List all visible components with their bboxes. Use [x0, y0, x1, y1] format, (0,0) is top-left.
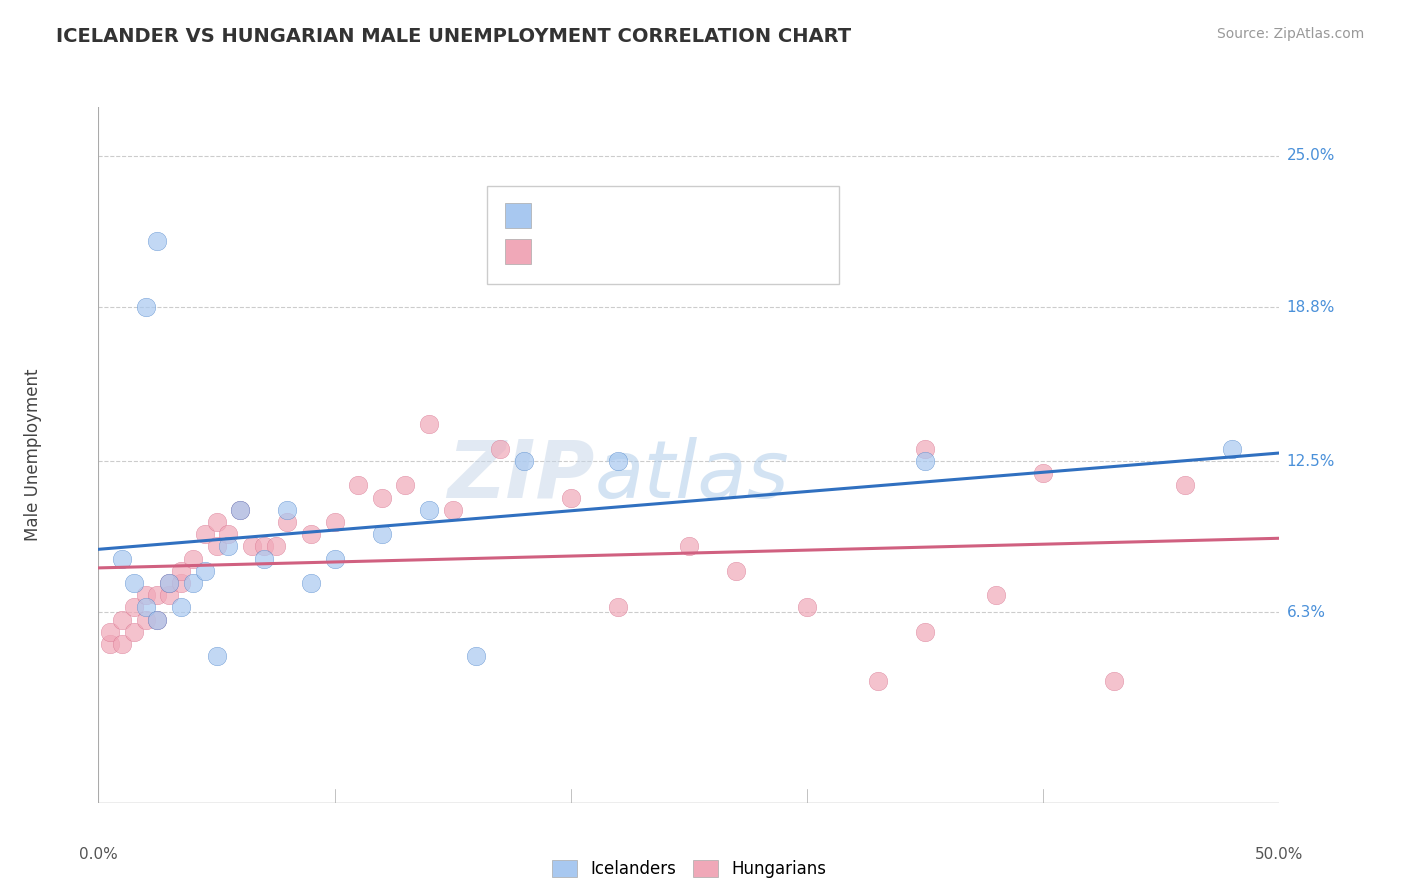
- Point: [157, 576, 180, 591]
- Point: [111, 551, 134, 566]
- Point: [194, 527, 217, 541]
- Point: [347, 478, 370, 492]
- Point: [276, 515, 298, 529]
- Point: [299, 527, 322, 541]
- Point: [205, 540, 228, 554]
- Point: [229, 503, 252, 517]
- Point: [371, 527, 394, 541]
- Text: 6.3%: 6.3%: [1286, 605, 1326, 620]
- Point: [678, 540, 700, 554]
- Text: ZIP: ZIP: [447, 437, 595, 515]
- Point: [1174, 478, 1197, 492]
- Point: [205, 515, 228, 529]
- Point: [135, 300, 157, 314]
- Point: [1220, 442, 1243, 456]
- Point: [122, 576, 145, 591]
- Point: [607, 600, 630, 615]
- Point: [205, 649, 228, 664]
- Point: [914, 454, 936, 468]
- Point: [111, 613, 134, 627]
- Point: [253, 540, 276, 554]
- Legend: Icelanders, Hungarians: Icelanders, Hungarians: [546, 854, 832, 885]
- Point: [181, 576, 204, 591]
- Point: [135, 588, 157, 602]
- Point: [122, 624, 145, 639]
- Point: [146, 613, 169, 627]
- Point: [146, 613, 169, 627]
- Text: 50.0%: 50.0%: [1256, 847, 1303, 862]
- Point: [512, 454, 534, 468]
- Text: N =: N =: [655, 243, 693, 260]
- Point: [465, 649, 488, 664]
- Text: 24: 24: [693, 207, 717, 225]
- Point: [157, 576, 180, 591]
- Point: [98, 637, 121, 651]
- Point: [725, 564, 748, 578]
- Point: [170, 600, 193, 615]
- Text: 18.8%: 18.8%: [1286, 300, 1334, 315]
- Point: [323, 515, 346, 529]
- Point: [264, 540, 287, 554]
- Point: [866, 673, 889, 688]
- Point: [194, 564, 217, 578]
- Point: [240, 540, 263, 554]
- Text: 0.0%: 0.0%: [79, 847, 118, 862]
- Text: 12.5%: 12.5%: [1286, 453, 1334, 468]
- Text: 0.217: 0.217: [578, 207, 631, 225]
- Point: [217, 540, 239, 554]
- Point: [135, 613, 157, 627]
- Text: ICELANDER VS HUNGARIAN MALE UNEMPLOYMENT CORRELATION CHART: ICELANDER VS HUNGARIAN MALE UNEMPLOYMENT…: [56, 27, 852, 45]
- Text: atlas: atlas: [595, 437, 789, 515]
- Point: [418, 503, 440, 517]
- Point: [1032, 467, 1054, 481]
- Text: Source: ZipAtlas.com: Source: ZipAtlas.com: [1216, 27, 1364, 41]
- Point: [276, 503, 298, 517]
- Text: R =: R =: [540, 207, 576, 225]
- Point: [122, 600, 145, 615]
- Text: N =: N =: [655, 207, 693, 225]
- Point: [914, 442, 936, 456]
- Point: [146, 588, 169, 602]
- Point: [1102, 673, 1125, 688]
- Text: 0.262: 0.262: [578, 243, 631, 260]
- Point: [489, 442, 512, 456]
- Point: [796, 600, 818, 615]
- Point: [111, 637, 134, 651]
- Point: [135, 600, 157, 615]
- Text: R =: R =: [540, 243, 576, 260]
- Point: [607, 454, 630, 468]
- Point: [181, 551, 204, 566]
- Point: [560, 491, 582, 505]
- Text: 25.0%: 25.0%: [1286, 148, 1334, 163]
- Point: [217, 527, 239, 541]
- Point: [394, 478, 416, 492]
- Point: [98, 624, 121, 639]
- Point: [984, 588, 1007, 602]
- Point: [299, 576, 322, 591]
- Point: [371, 491, 394, 505]
- Point: [323, 551, 346, 566]
- Point: [170, 564, 193, 578]
- Point: [441, 503, 464, 517]
- Point: [170, 576, 193, 591]
- Text: Male Unemployment: Male Unemployment: [24, 368, 42, 541]
- Point: [914, 624, 936, 639]
- Point: [253, 551, 276, 566]
- Point: [418, 417, 440, 432]
- Point: [157, 588, 180, 602]
- Point: [146, 235, 169, 249]
- Text: 44: 44: [693, 243, 717, 260]
- Point: [229, 503, 252, 517]
